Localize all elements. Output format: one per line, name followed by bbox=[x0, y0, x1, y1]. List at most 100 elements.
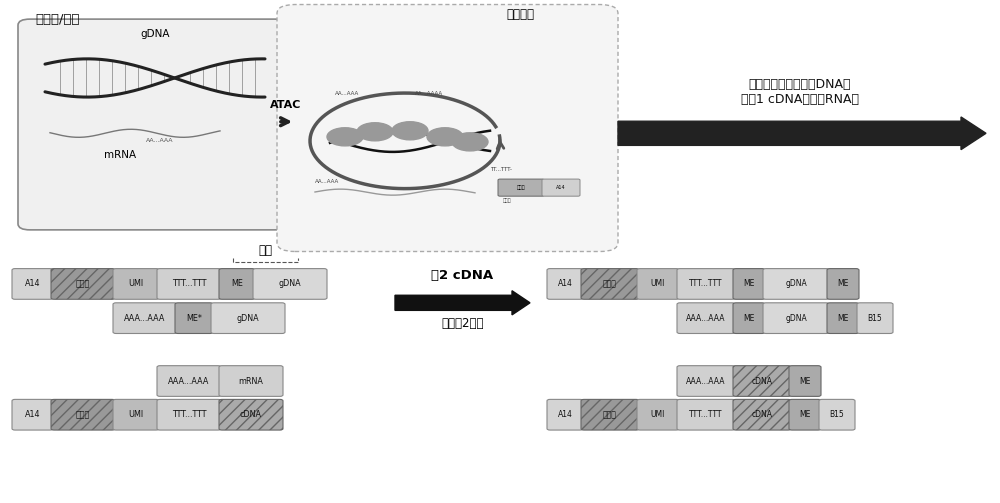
Text: cDNA: cDNA bbox=[752, 377, 773, 385]
Text: AAA...AAA: AAA...AAA bbox=[124, 314, 166, 322]
Text: B15: B15 bbox=[830, 410, 844, 419]
Text: gDNA: gDNA bbox=[785, 314, 807, 322]
FancyBboxPatch shape bbox=[277, 5, 618, 251]
Text: cDNA: cDNA bbox=[240, 410, 262, 419]
FancyBboxPatch shape bbox=[677, 366, 735, 396]
Text: UMI: UMI bbox=[651, 280, 665, 288]
Text: 然后第2转座: 然后第2转座 bbox=[441, 317, 484, 330]
FancyBboxPatch shape bbox=[51, 399, 115, 430]
FancyBboxPatch shape bbox=[113, 269, 159, 299]
FancyBboxPatch shape bbox=[677, 303, 735, 333]
Text: 条形码: 条形码 bbox=[76, 280, 90, 288]
FancyBboxPatch shape bbox=[175, 303, 213, 333]
FancyBboxPatch shape bbox=[219, 399, 283, 430]
FancyBboxPatch shape bbox=[677, 399, 735, 430]
FancyBboxPatch shape bbox=[763, 303, 829, 333]
Text: A14: A14 bbox=[558, 280, 572, 288]
FancyBboxPatch shape bbox=[12, 399, 53, 430]
Text: TT...TTT-: TT...TTT- bbox=[490, 167, 512, 172]
Text: TTT...TTT: TTT...TTT bbox=[172, 410, 206, 419]
FancyBboxPatch shape bbox=[581, 399, 639, 430]
FancyBboxPatch shape bbox=[733, 303, 765, 333]
Text: AA...AAA: AA...AAA bbox=[146, 138, 174, 143]
Text: AA...AAA: AA...AAA bbox=[315, 179, 339, 184]
FancyBboxPatch shape bbox=[547, 269, 583, 299]
Text: AA...AAAA: AA...AAAA bbox=[415, 91, 443, 96]
Text: UMI: UMI bbox=[651, 410, 665, 419]
Text: UMI: UMI bbox=[128, 280, 144, 288]
FancyBboxPatch shape bbox=[211, 303, 285, 333]
FancyBboxPatch shape bbox=[789, 399, 821, 430]
Text: 连接: 连接 bbox=[258, 243, 272, 257]
FancyBboxPatch shape bbox=[157, 399, 221, 430]
Text: AAA...AAA: AAA...AAA bbox=[686, 377, 726, 385]
Text: 细胞核/细胞: 细胞核/细胞 bbox=[35, 13, 80, 26]
Text: A14: A14 bbox=[558, 410, 572, 419]
FancyBboxPatch shape bbox=[157, 269, 221, 299]
Text: gDNA: gDNA bbox=[785, 280, 807, 288]
Text: 条形码: 条形码 bbox=[603, 280, 617, 288]
FancyBboxPatch shape bbox=[857, 303, 893, 333]
FancyBboxPatch shape bbox=[733, 399, 791, 430]
Text: 和第1 cDNA合成（RNA）: 和第1 cDNA合成（RNA） bbox=[741, 93, 859, 106]
FancyBboxPatch shape bbox=[18, 19, 287, 230]
Text: ME: ME bbox=[743, 280, 755, 288]
Text: TTT...TTT: TTT...TTT bbox=[689, 410, 723, 419]
FancyBboxPatch shape bbox=[253, 269, 327, 299]
Text: gDNA: gDNA bbox=[279, 280, 301, 288]
Circle shape bbox=[327, 128, 363, 146]
Text: UMI: UMI bbox=[128, 410, 144, 419]
FancyBboxPatch shape bbox=[219, 269, 255, 299]
Text: 条形码: 条形码 bbox=[517, 185, 525, 190]
FancyBboxPatch shape bbox=[827, 269, 859, 299]
FancyBboxPatch shape bbox=[819, 399, 855, 430]
Circle shape bbox=[452, 133, 488, 151]
FancyBboxPatch shape bbox=[113, 303, 177, 333]
FancyBboxPatch shape bbox=[733, 366, 791, 396]
Circle shape bbox=[427, 128, 463, 146]
FancyArrow shape bbox=[395, 291, 530, 315]
Text: ME: ME bbox=[231, 280, 243, 288]
FancyBboxPatch shape bbox=[637, 399, 679, 430]
FancyBboxPatch shape bbox=[677, 269, 735, 299]
Text: AA...AAA: AA...AAA bbox=[335, 91, 359, 96]
FancyBboxPatch shape bbox=[113, 399, 159, 430]
Text: 第2 cDNA: 第2 cDNA bbox=[431, 269, 494, 282]
FancyBboxPatch shape bbox=[542, 179, 580, 196]
Text: gDNA: gDNA bbox=[237, 314, 259, 322]
Text: ME: ME bbox=[799, 410, 811, 419]
FancyBboxPatch shape bbox=[763, 269, 829, 299]
FancyBboxPatch shape bbox=[51, 269, 115, 299]
FancyBboxPatch shape bbox=[157, 366, 221, 396]
FancyBboxPatch shape bbox=[827, 303, 859, 333]
Text: mRNA: mRNA bbox=[104, 150, 136, 160]
Text: ME: ME bbox=[743, 314, 755, 322]
FancyBboxPatch shape bbox=[219, 366, 283, 396]
Circle shape bbox=[392, 122, 428, 140]
Text: 条形码: 条形码 bbox=[76, 410, 90, 419]
Text: ATAC: ATAC bbox=[270, 100, 302, 110]
Text: TTT...TTT: TTT...TTT bbox=[172, 280, 206, 288]
Text: A14: A14 bbox=[556, 185, 566, 190]
Text: ME: ME bbox=[837, 280, 849, 288]
Text: mRNA: mRNA bbox=[239, 377, 263, 385]
Text: ME*: ME* bbox=[186, 314, 202, 322]
Text: A14: A14 bbox=[25, 280, 40, 288]
Text: 条形码: 条形码 bbox=[503, 198, 512, 203]
Text: cDNA: cDNA bbox=[752, 410, 773, 419]
FancyBboxPatch shape bbox=[12, 269, 53, 299]
Text: gDNA: gDNA bbox=[140, 29, 170, 39]
Text: TTT...TTT: TTT...TTT bbox=[689, 280, 723, 288]
FancyBboxPatch shape bbox=[789, 366, 821, 396]
Text: A14: A14 bbox=[25, 410, 40, 419]
Text: AAA...AAA: AAA...AAA bbox=[168, 377, 210, 385]
Circle shape bbox=[357, 123, 393, 141]
Text: ME: ME bbox=[837, 314, 849, 322]
Text: 杂交共同序列连接（DNA）: 杂交共同序列连接（DNA） bbox=[749, 77, 851, 91]
FancyBboxPatch shape bbox=[581, 269, 639, 299]
Text: B15: B15 bbox=[868, 314, 882, 322]
Text: ME: ME bbox=[799, 377, 811, 385]
FancyBboxPatch shape bbox=[637, 269, 679, 299]
FancyBboxPatch shape bbox=[498, 179, 544, 196]
FancyBboxPatch shape bbox=[547, 399, 583, 430]
